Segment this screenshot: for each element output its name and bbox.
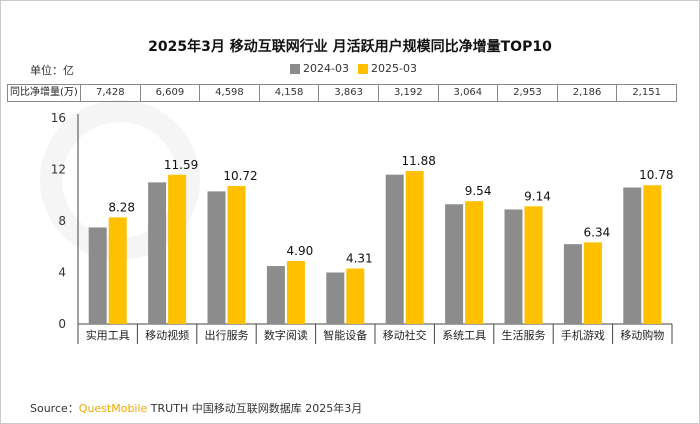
x-tick-label: 出行服务 [205,328,249,342]
bar-2024 [88,227,107,324]
x-tick-label: 系统工具 [442,329,486,342]
data-label: 10.72 [223,169,257,183]
x-tick-label: 手机游戏 [561,328,605,342]
table-cell: 4,598 [200,85,260,101]
legend-swatch-2024 [290,63,300,74]
source-prefix: Source： [30,402,79,415]
bar-2024 [563,244,582,324]
table-cell: 4,158 [260,85,320,101]
bar-2025 [286,260,305,324]
table-cell: 3,192 [379,85,439,101]
x-tick-label: 数字阅读 [264,328,308,342]
source-note: Source：QuestMobile TRUTH 中国移动互联网数据库 2025… [30,400,362,416]
legend-label-2024: 2024-03 [303,62,349,75]
data-label: 6.34 [584,225,611,239]
bar-2024 [623,187,642,324]
x-tick-label: 移动视频 [145,328,189,342]
bar-2024 [385,174,404,324]
data-label: 4.90 [287,244,314,258]
bar-2025 [168,174,187,324]
legend-label-2025: 2025-03 [371,62,417,75]
legend-item-2024: 2024-03 [290,62,349,75]
data-label: 11.59 [164,158,198,172]
y-tick-label: 12 [51,163,66,177]
bar-2025 [524,206,543,324]
chart-title: 2025年3月 移动互联网行业 月活跃用户规模同比净增量TOP10 [148,39,552,55]
bar-2024 [148,182,167,324]
bar-2024 [266,266,285,324]
bar-2025 [346,268,365,324]
bar-2024 [207,191,226,324]
x-tick-label: 生活服务 [502,328,546,342]
table-cell: 7,428 [81,85,141,101]
y-tick-label: 16 [51,111,66,125]
data-label: 4.31 [346,252,373,266]
data-label: 11.88 [402,154,436,168]
x-tick-label: 实用工具 [86,328,130,342]
bar-2025 [643,185,662,324]
unit-label: 单位：亿 [30,64,74,77]
data-label: 10.78 [639,168,673,182]
legend-swatch-2025 [358,63,368,74]
y-tick-label: 0 [58,317,66,331]
bar-2025 [405,171,424,324]
x-tick-label: 移动社交 [383,328,427,342]
source-brand: QuestMobile [78,402,148,415]
table-cell: 2,151 [632,87,661,98]
data-label: 9.54 [465,184,492,198]
table-cell: 3,863 [319,85,379,101]
net-increase-table: 同比净增量(万) 7,428 6,609 4,598 4,158 3,863 3… [7,84,677,102]
table-cell: 2,186 [558,85,618,101]
table-cell: 2,953 [498,85,558,101]
bar-2024 [445,204,464,324]
bar-2024 [326,272,345,324]
table-cell: 3,064 [439,85,499,101]
bar-2025 [465,201,484,324]
bar-2025 [583,242,602,324]
x-tick-label: 移动购物 [620,328,664,342]
data-label: 8.28 [108,200,135,214]
bar-2025 [227,185,246,324]
source-suffix: TRUTH 中国移动互联网数据库 2025年3月 [147,402,363,415]
table-cell: 6,609 [141,85,201,101]
x-tick-label: 智能设备 [323,328,367,342]
y-tick-label: 8 [58,214,66,228]
y-tick-label: 4 [58,266,66,280]
table-header: 同比净增量(万) [8,85,81,101]
bar-2024 [504,209,523,324]
data-label: 9.14 [524,189,551,203]
bar-2025 [108,217,127,324]
legend-item-2025: 2025-03 [358,62,417,75]
